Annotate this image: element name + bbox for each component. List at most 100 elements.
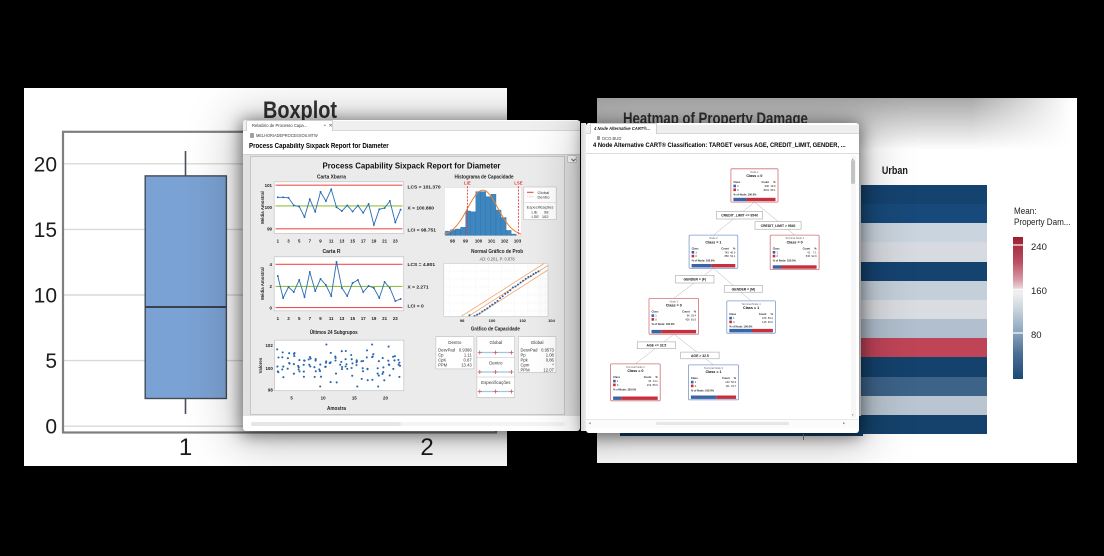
svg-text:1: 1 xyxy=(695,250,697,254)
svg-text:0: 0 xyxy=(695,254,697,258)
svg-text:99: 99 xyxy=(463,239,468,244)
svg-text:CpK: CpK xyxy=(438,357,446,362)
svg-text:53.4: 53.4 xyxy=(768,316,774,320)
svg-text:Process Capability Sixpack Rep: Process Capability Sixpack Report for Di… xyxy=(322,161,501,171)
svg-text:745: 745 xyxy=(724,250,729,254)
svg-text:AGE <= 32.5: AGE <= 32.5 xyxy=(647,344,667,348)
svg-text:Especificações: Especificações xyxy=(526,205,553,210)
svg-text:21: 21 xyxy=(382,316,387,321)
svg-text:2: 2 xyxy=(420,434,433,461)
svg-text:98: 98 xyxy=(450,239,455,244)
svg-text:Class: Class xyxy=(691,376,698,380)
svg-text:1: 1 xyxy=(276,316,279,321)
svg-text:%: % xyxy=(655,375,658,379)
svg-text:Pp: Pp xyxy=(520,352,526,357)
svg-text:1: 1 xyxy=(276,239,279,244)
svg-text:46.6: 46.6 xyxy=(768,320,774,324)
svg-text:AGE > 32.5: AGE > 32.5 xyxy=(691,354,709,358)
svg-text:Count: Count xyxy=(721,246,729,250)
svg-text:0: 0 xyxy=(733,320,735,324)
svg-text:Class: Class xyxy=(692,246,699,250)
svg-text:3: 3 xyxy=(287,239,290,244)
svg-text:19: 19 xyxy=(371,316,376,321)
svg-text:Dentro: Dentro xyxy=(489,360,503,365)
svg-text:Média Amostral: Média Amostral xyxy=(260,191,265,224)
svg-text:Dentro: Dentro xyxy=(537,195,550,200)
svg-text:Count: Count xyxy=(803,246,811,250)
svg-text:98: 98 xyxy=(267,388,272,393)
svg-text:85.9: 85.9 xyxy=(653,383,659,387)
svg-text:CREDIT_LIMIT <= 9540: CREDIT_LIMIT <= 9540 xyxy=(721,214,758,218)
svg-text:% of Node: 100.0%: % of Node: 100.0% xyxy=(652,322,676,326)
svg-text:Valores: Valores xyxy=(258,357,263,373)
svg-text:Class = 0: Class = 0 xyxy=(746,174,762,178)
svg-text:0.86: 0.86 xyxy=(545,357,554,362)
svg-text:CREDIT_LIMIT > 9540: CREDIT_LIMIT > 9540 xyxy=(761,224,796,228)
svg-text:98: 98 xyxy=(544,209,549,214)
svg-text:41: 41 xyxy=(807,250,810,254)
svg-text:1.11: 1.11 xyxy=(463,352,472,357)
svg-text:%: % xyxy=(771,312,774,316)
svg-text:9: 9 xyxy=(319,239,322,244)
svg-text:5: 5 xyxy=(290,396,293,401)
svg-text:102: 102 xyxy=(519,318,526,323)
svg-text:1: 1 xyxy=(179,434,192,461)
svg-text:PPM: PPM xyxy=(520,367,530,372)
svg-text:PPM: PPM xyxy=(438,362,448,367)
svg-text:4: 4 xyxy=(269,262,272,267)
svg-text:Especificações: Especificações xyxy=(481,380,511,385)
svg-text:92.9: 92.9 xyxy=(812,254,818,258)
svg-text:5: 5 xyxy=(297,316,300,321)
svg-text:10: 10 xyxy=(34,285,57,308)
svg-text:Count: Count xyxy=(759,312,767,316)
svg-text:LCS = 101.370: LCS = 101.370 xyxy=(407,185,440,191)
svg-text:536: 536 xyxy=(806,254,811,258)
svg-text:99: 99 xyxy=(267,226,272,231)
svg-text:%: % xyxy=(694,310,697,314)
svg-text:Class: Class xyxy=(729,312,736,316)
svg-text:Carta R: Carta R xyxy=(322,249,340,255)
svg-text:98: 98 xyxy=(459,318,464,323)
svg-text:219: 219 xyxy=(647,383,652,387)
svg-text:1: 1 xyxy=(617,379,619,383)
svg-text:13.43: 13.43 xyxy=(461,362,472,367)
svg-text:Class: Class xyxy=(613,375,620,379)
svg-text:0: 0 xyxy=(45,416,57,439)
svg-text:103: 103 xyxy=(513,239,521,244)
svg-text:426: 426 xyxy=(685,318,690,322)
svg-text:Class = 1: Class = 1 xyxy=(743,306,759,310)
svg-text:15: 15 xyxy=(34,219,57,242)
svg-text:Terminal Node 1: Terminal Node 1 xyxy=(785,236,804,240)
svg-text:102: 102 xyxy=(265,343,273,348)
svg-text:Terminal Node 2: Terminal Node 2 xyxy=(626,365,645,369)
svg-text:1: 1 xyxy=(737,184,739,188)
svg-text:0.9366: 0.9366 xyxy=(458,347,471,352)
svg-text:23: 23 xyxy=(392,316,397,321)
svg-text:%: % xyxy=(773,180,776,184)
svg-text:101: 101 xyxy=(487,239,495,244)
svg-text:Count: Count xyxy=(762,180,770,184)
svg-text:X = 100.860: X = 100.860 xyxy=(407,206,434,212)
svg-text:Class = 1: Class = 1 xyxy=(705,370,721,374)
svg-text:0: 0 xyxy=(617,383,619,387)
svg-text:Últimos 24 Subgrupos: Últimos 24 Subgrupos xyxy=(309,329,357,336)
svg-text:100: 100 xyxy=(488,318,495,323)
svg-text:19.9: 19.9 xyxy=(770,184,776,188)
svg-text:Class = 0: Class = 0 xyxy=(666,304,682,308)
svg-text:% of Node: 100.0%: % of Node: 100.0% xyxy=(691,389,715,393)
svg-text:Cpm: Cpm xyxy=(520,362,529,367)
svg-text:101: 101 xyxy=(264,183,272,188)
svg-text:LCI = 98.751: LCI = 98.751 xyxy=(407,227,436,233)
svg-text:% of Node: 100.0%: % of Node: 100.0% xyxy=(729,325,753,329)
svg-text:Class: Class xyxy=(733,180,740,184)
svg-text:20: 20 xyxy=(34,153,57,176)
svg-text:DesvPad: DesvPad xyxy=(520,347,538,352)
svg-text:LIE: LIE xyxy=(464,181,471,186)
svg-text:14.1: 14.1 xyxy=(653,379,659,383)
svg-text:13: 13 xyxy=(339,239,344,244)
svg-text:Gráfico de Capacidade: Gráfico de Capacidade xyxy=(470,326,519,332)
svg-text:17: 17 xyxy=(360,316,365,321)
svg-text:Class: Class xyxy=(652,310,659,314)
svg-text:Cp: Cp xyxy=(438,352,444,357)
svg-text:Global: Global xyxy=(537,190,549,195)
